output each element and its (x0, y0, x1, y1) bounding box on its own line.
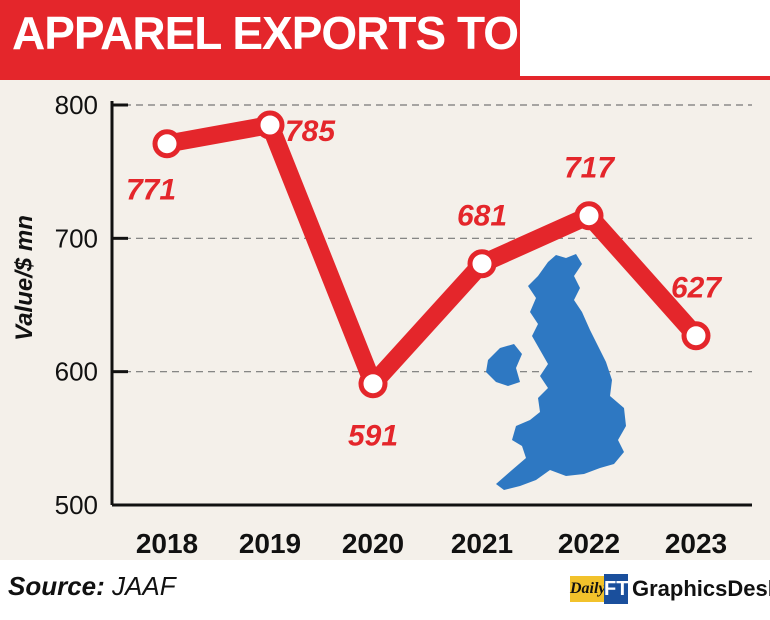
x-tick-label-2020: 2020 (342, 528, 404, 559)
data-label-2023: 627 (671, 272, 722, 305)
y-tick-label: 600 (55, 357, 98, 387)
x-tick-label-2023: 2023 (665, 528, 727, 559)
chart-panel (0, 80, 770, 560)
data-label-2021: 681 (457, 200, 507, 233)
x-axis-labels: 2018 2019 2020 2021 2022 2023 (136, 528, 727, 559)
source-label: Source: (8, 571, 105, 601)
gridlines (112, 104, 752, 373)
data-label-2020: 591 (348, 420, 398, 453)
x-tick-label-2018: 2018 (136, 528, 198, 559)
data-points (152, 110, 711, 399)
data-label-2022: 717 (564, 152, 615, 185)
data-point-2020 (358, 369, 388, 399)
y-tick-label: 800 (55, 90, 98, 120)
title-rule (0, 76, 770, 80)
data-labels: 771 785 591 681 717 627 (126, 115, 722, 453)
chart-title: APPAREL EXPORTS TO UK (12, 7, 595, 59)
title-bar: APPAREL EXPORTS TO UK (0, 0, 595, 76)
series-line (158, 116, 705, 393)
y-tick-label: 700 (55, 223, 98, 253)
y-axis-ticks: 500 600 700 800 (55, 90, 128, 520)
data-point-2022 (574, 201, 604, 231)
brand-name: GraphicsDesk (632, 576, 770, 601)
data-point-2021 (467, 249, 497, 279)
y-tick-label: 500 (55, 490, 98, 520)
source-line: Source: JAAF (8, 571, 176, 602)
source-value: JAAF (112, 571, 176, 601)
data-label-2019: 785 (285, 115, 336, 148)
data-point-2019 (255, 110, 285, 140)
data-label-2018: 771 (126, 174, 176, 207)
brand-ft: FT (604, 574, 628, 604)
x-tick-label-2021: 2021 (451, 528, 513, 559)
x-tick-label-2019: 2019 (239, 528, 301, 559)
y-axis-label: Value/$ mn (11, 215, 38, 341)
brand-daily: Daily (570, 576, 606, 602)
data-point-2018 (152, 129, 182, 159)
x-tick-label-2022: 2022 (558, 528, 620, 559)
data-point-2023 (681, 321, 711, 351)
uk-map-icon (486, 254, 626, 490)
